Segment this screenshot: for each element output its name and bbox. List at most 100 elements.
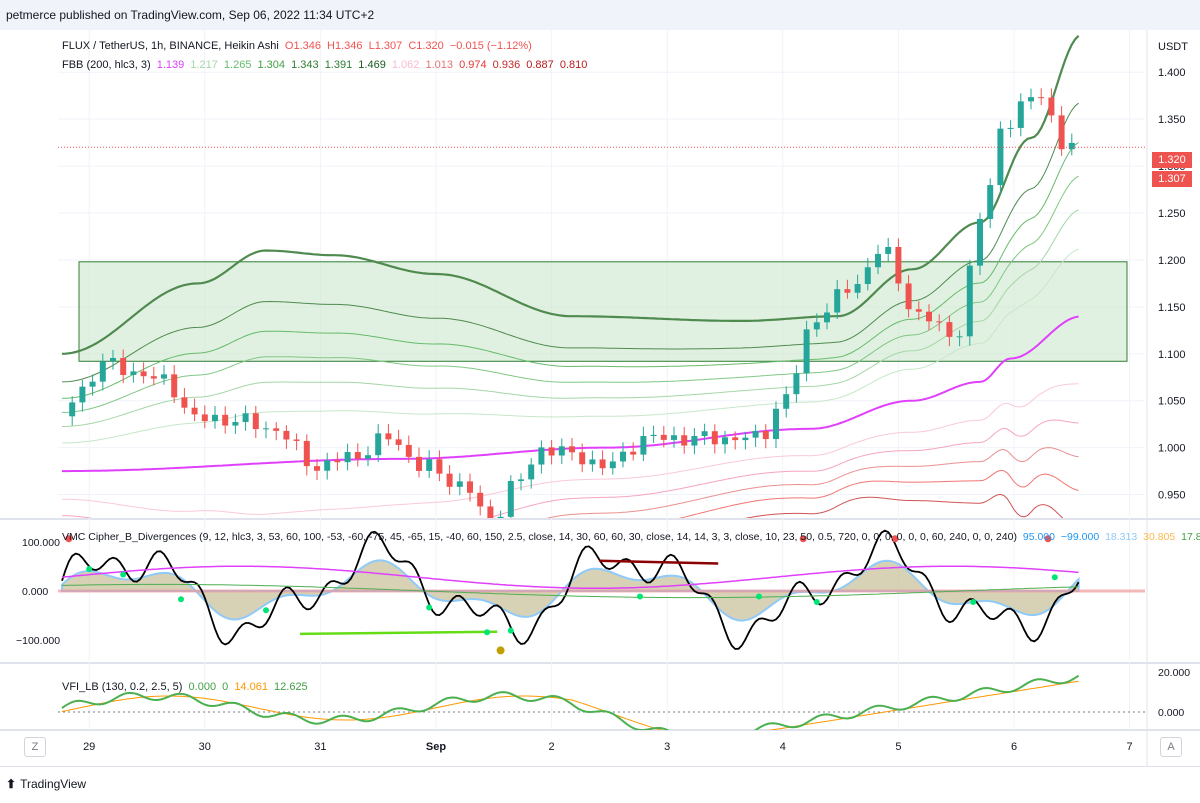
candle-body [79,386,86,403]
candle-body [69,402,76,417]
candle-body [273,428,280,431]
candle-body [110,357,116,362]
candle-body [263,428,269,430]
candle-body [1038,97,1045,99]
fbb-upper-band [62,175,1079,413]
time-tick-label: 3 [664,741,670,753]
candle-body [926,311,932,322]
vmc-tick-label: 100.000 [22,537,60,549]
candle-body [589,459,596,465]
candle-body [1068,142,1075,150]
price-tick-label: 1.350 [1158,114,1186,126]
candle-body [89,381,96,387]
candle-body [467,481,473,493]
candle-body [895,246,902,284]
candle-body [783,394,790,409]
vmc-buy-dot [426,604,433,611]
candle-body [283,430,290,440]
fbb-lower-value: 0.810 [559,59,588,71]
candle-body [691,436,698,446]
vfi-value: 0 [222,681,229,693]
candle-body [793,373,800,395]
candle-body [365,455,371,459]
candle-body [426,459,433,471]
candle-body [864,267,871,285]
vfi-tick-label: 0.000 [1158,707,1184,719]
fbb-name: FBB (200, hlc3, 3) [62,59,151,71]
candle-body [497,516,504,518]
candle-body [212,414,218,422]
vmc-buy-dot [178,596,184,603]
candle-body [324,460,331,471]
candle-body [385,433,392,440]
candle-body [242,413,249,423]
zoom-reset-button[interactable]: Z [24,737,46,757]
candle-body [487,506,494,518]
vmc-buy-dot [120,571,127,578]
last-close-tag: 1.320 [1152,152,1192,168]
vmc-buy-dot [1051,574,1058,581]
candle-body [915,309,922,312]
candle-body [905,283,912,310]
fbb-upper-band [62,248,1079,444]
fbb-upper-value: 1.343 [291,59,319,71]
auto-scale-button[interactable]: A [1160,737,1182,757]
main-legend[interactable]: FLUX / TetherUS, 1h, BINANCE, Heikin Ash… [62,40,532,52]
candle-body [885,246,892,254]
candle-body [966,265,973,337]
price-tick-label: 1.100 [1158,349,1186,361]
candle-body [314,466,320,471]
candle-body [191,407,198,415]
fbb-lower-value: 1.062 [391,59,420,71]
symbol-label: FLUX / TetherUS, 1h, BINANCE, Heikin Ash… [62,40,279,52]
candle-body [630,451,637,455]
fbb-lower-band [546,447,1079,518]
time-tick-label: 30 [199,741,211,753]
vmc-sell-dot [65,535,73,543]
vfi-value: 14.061 [234,681,268,693]
candle-body [650,434,657,437]
candle-body [824,312,830,323]
candle-body [303,440,310,467]
candle-body [222,414,229,426]
time-tick-label: 6 [1011,741,1017,753]
fbb-upper-value: 1.469 [358,59,386,71]
candle-body [201,414,208,422]
candle-body [1028,97,1034,102]
last-low-tag: 1.307 [1152,171,1192,187]
time-tick-label: 2 [549,741,555,753]
vfi-name: VFI_LB (130, 0.2, 2.5, 5) [62,681,183,693]
fbb-legend[interactable]: FBB (200, hlc3, 3) 1.139 1.217 1.265 1.3… [62,59,587,71]
candles [69,88,1075,518]
candle-body [558,446,565,456]
candle-body [620,451,626,462]
vfi-line [61,674,1080,730]
fbb-lower-band [61,383,1079,515]
candle-body [507,481,514,517]
time-tick-label: 5 [895,741,901,753]
candle-body [120,357,127,375]
vmc-value: −99.000 [1060,531,1100,543]
candle-body [1048,97,1055,116]
low-value: L1.307 [368,40,403,52]
chart-area[interactable]: 1.4001.3501.3001.2501.2001.1501.1001.050… [0,30,1200,766]
price-tick-label: 1.250 [1158,208,1186,220]
fbb-upper-value: 1.265 [223,59,252,71]
vfi-value: 0.000 [188,681,217,693]
vmc-legend[interactable]: VMC Cipher_B_Divergences (9, 12, hlc3, 3… [62,531,1200,543]
vmc-mfi-line [62,583,1079,599]
candle-body [1007,127,1014,129]
candle-body [477,492,484,507]
footer: ⬆ TradingView [0,766,1200,803]
vfi-legend[interactable]: VFI_LB (130, 0.2, 2.5, 5) 0.000 0 14.061… [62,681,308,693]
candle-body [548,447,555,456]
candle-body [609,461,616,469]
vmc-fast-wave [61,529,1080,650]
published-caption: petmerce published on TradingView.com, S… [6,8,375,22]
top-bar: petmerce published on TradingView.com, S… [0,0,1200,31]
tradingview-logo[interactable]: ⬆ TradingView [6,777,86,791]
candle-body [813,322,820,330]
high-value: H1.346 [327,40,363,52]
candle-body [99,361,106,382]
time-tick-label: 7 [1127,741,1133,753]
